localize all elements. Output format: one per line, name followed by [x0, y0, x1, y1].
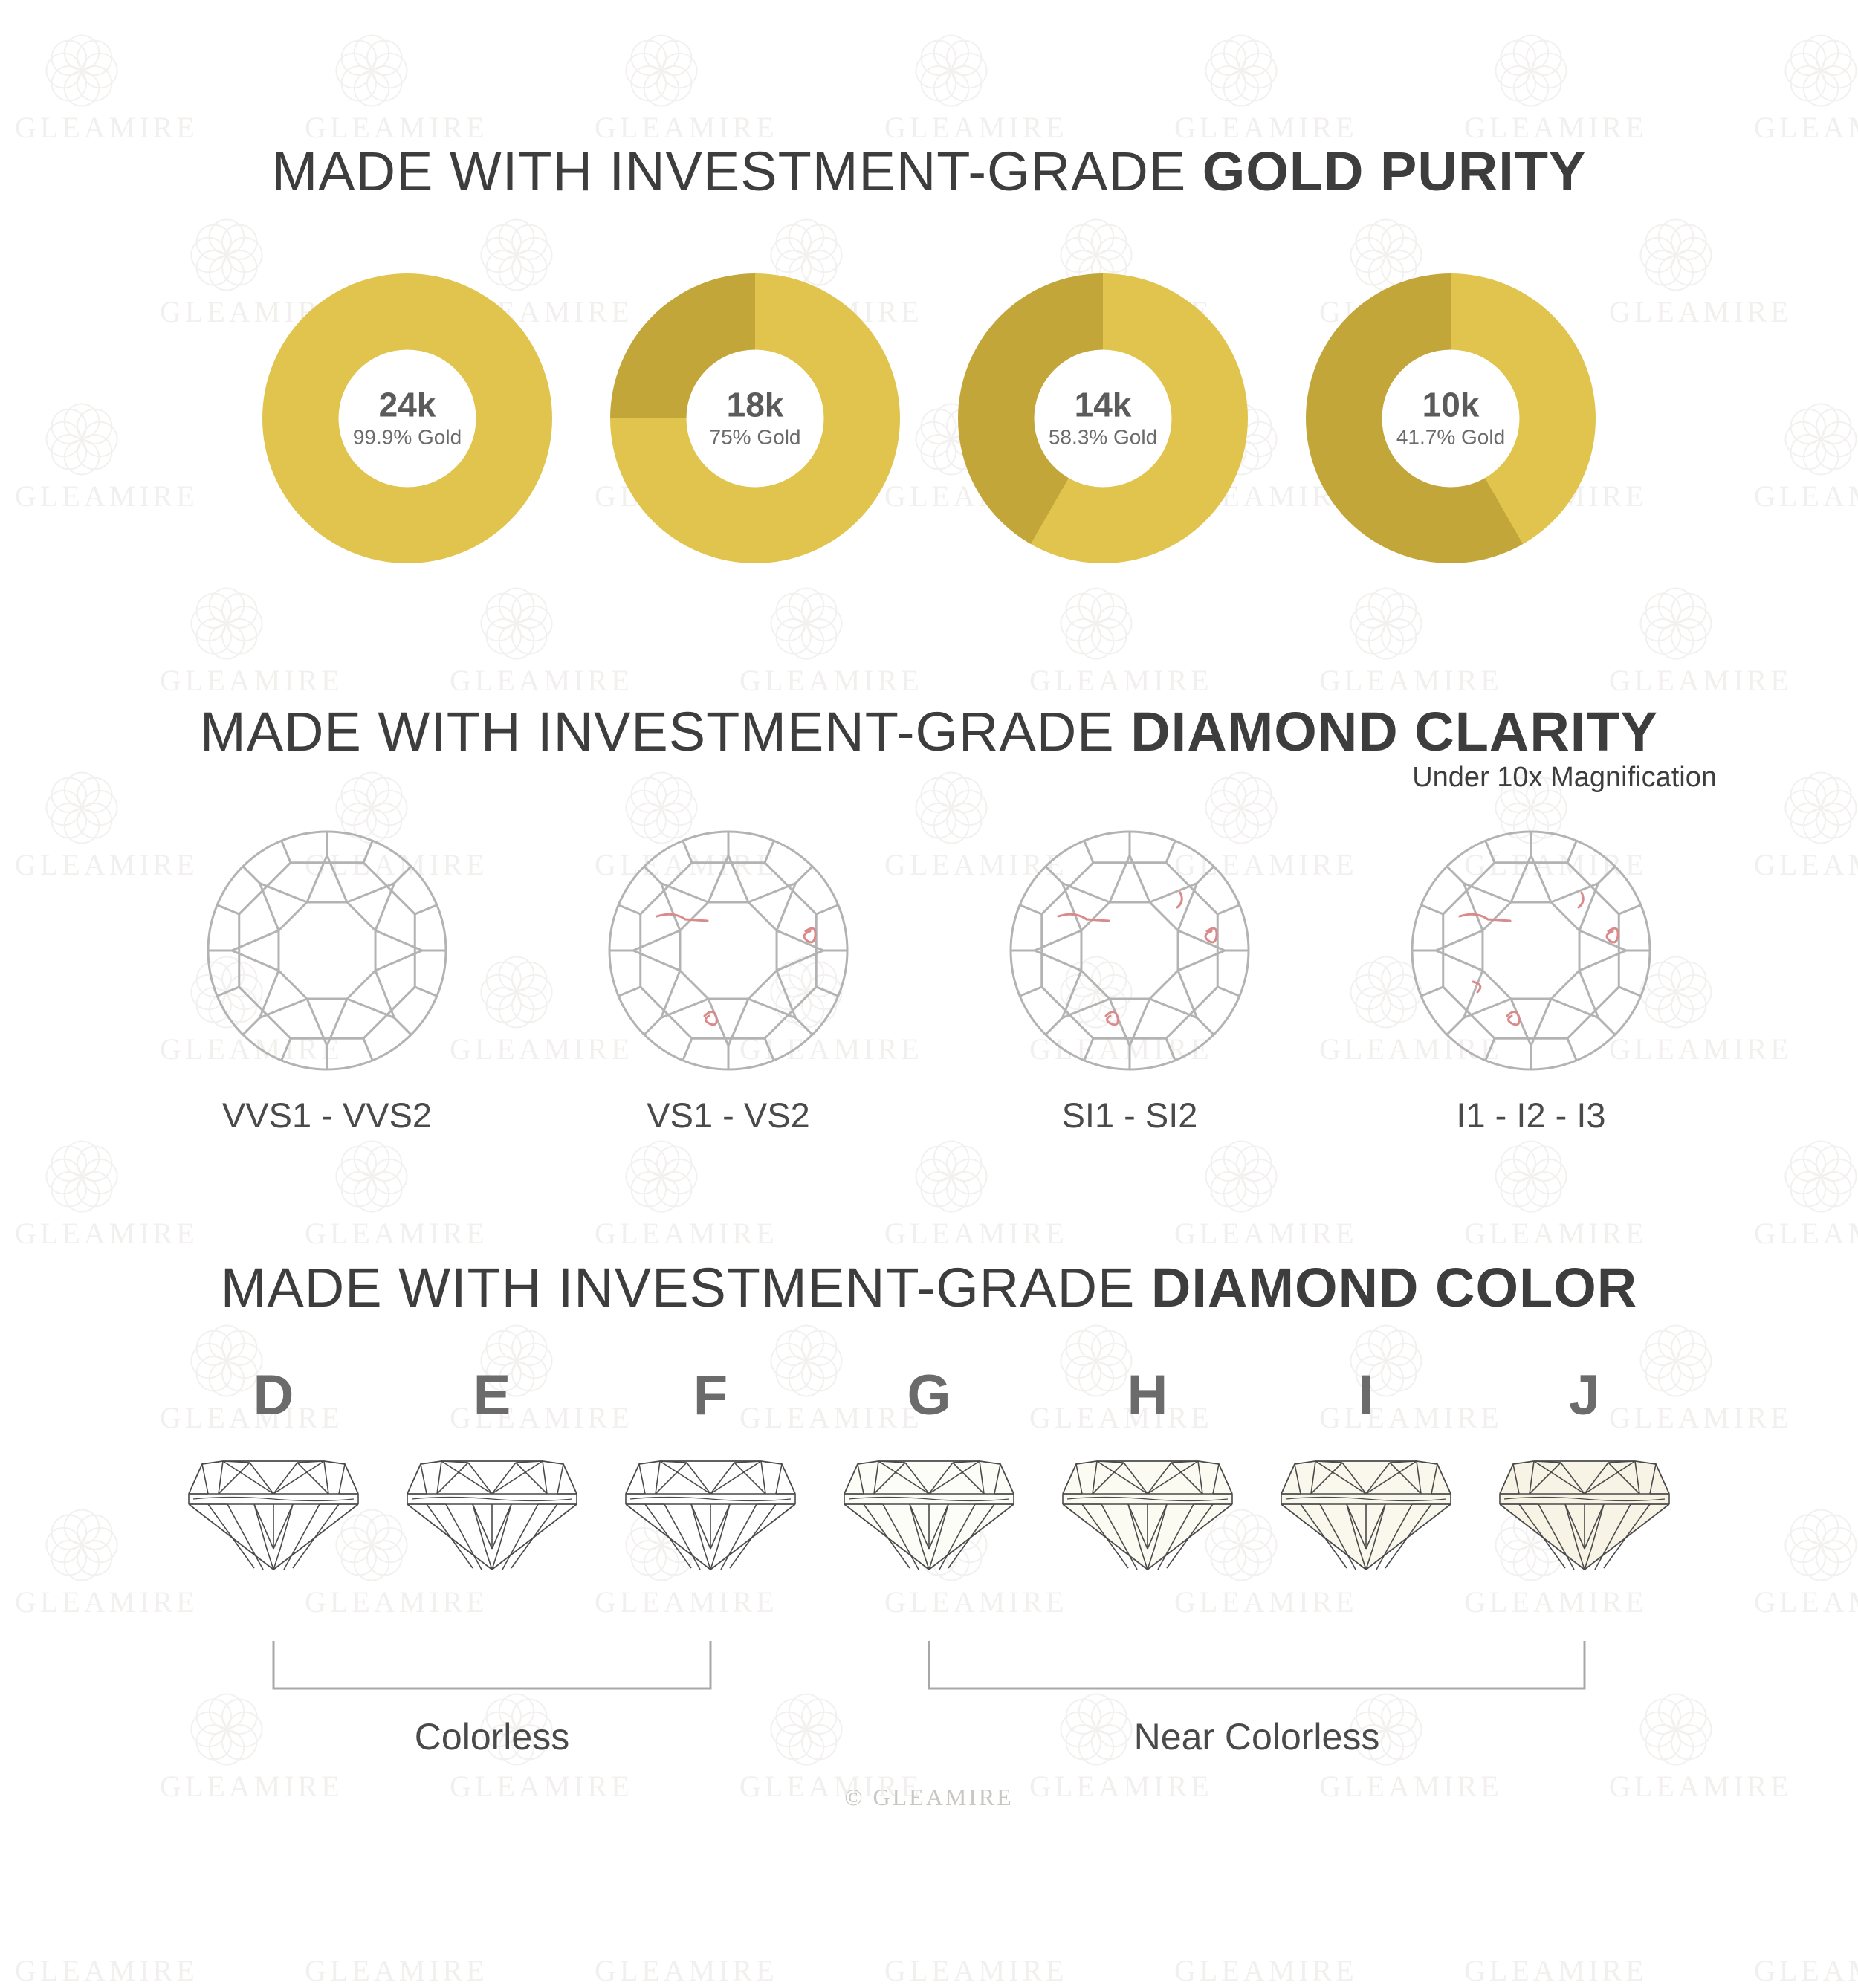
- diamond-clarity-heading: MADE WITH INVESTMENT-GRADE DIAMOND CLARI…: [0, 700, 1858, 763]
- donut-chart-14k: 14k 58.3% Gold: [958, 273, 1248, 563]
- clarity-grade-item: VS1 - VS2: [606, 829, 850, 1136]
- clarity-diamond-icon: [1411, 830, 1651, 1071]
- color-grade-letter: D: [253, 1364, 294, 1427]
- color-grade-item: J: [1483, 1367, 1686, 1573]
- color-grade-letter: J: [1568, 1364, 1601, 1427]
- bracket-label: Colorless: [414, 1716, 570, 1758]
- color-diamond-icon: [625, 1460, 796, 1571]
- magnification-note: Under 10x Magnification: [1412, 762, 1717, 793]
- clarity-grade-row: VVS1 - VVS2 VS1 - VS2 SI1 - SI2 I1 - I2 - I…: [0, 829, 1858, 1136]
- watermark-text: GLEAMIRE: [305, 1954, 488, 1987]
- color-diamond-icon: [844, 1460, 1014, 1571]
- clarity-grade-item: SI1 - SI2: [1008, 829, 1252, 1136]
- watermark-text: GLEAMIRE: [884, 1954, 1068, 1987]
- color-grade-letter: E: [473, 1364, 511, 1427]
- karat-label: 10k: [1422, 385, 1480, 424]
- clarity-diamond-icon: [608, 830, 849, 1071]
- gold-heading-bold: GOLD PURITY: [1202, 140, 1587, 202]
- clarity-grade-item: VVS1 - VVS2: [205, 829, 449, 1136]
- clarity-grade-label: VVS1 - VVS2: [221, 1095, 433, 1135]
- color-grade-letter: I: [1358, 1364, 1374, 1427]
- color-grade-item: E: [391, 1367, 593, 1573]
- gold-heading-prefix: MADE WITH INVESTMENT-GRADE: [271, 140, 1202, 202]
- clarity-grade-label: I1 - I2 - I3: [1456, 1095, 1606, 1135]
- karat-label: 18k: [726, 385, 784, 424]
- color-grade-item: F: [609, 1367, 812, 1573]
- clarity-heading-prefix: MADE WITH INVESTMENT-GRADE: [200, 701, 1131, 763]
- donut-chart-10k: 10k 41.7% Gold: [1306, 273, 1596, 563]
- donut-center-10k: 10k 41.7% Gold: [1382, 349, 1520, 488]
- watermark-text: GLEAMIRE: [595, 1954, 778, 1987]
- diamond-color-heading: MADE WITH INVESTMENT-GRADE DIAMOND COLOR: [0, 1256, 1858, 1319]
- color-diamond-icon: [188, 1460, 359, 1571]
- clarity-heading-bold: DIAMOND CLARITY: [1130, 701, 1658, 763]
- donut-center-18k: 18k 75% Gold: [686, 349, 824, 488]
- watermark-text: GLEAMIRE: [1464, 1954, 1648, 1987]
- color-diamond-icon: [1281, 1460, 1451, 1571]
- purity-label: 75% Gold: [709, 425, 801, 449]
- color-grade-item: D: [172, 1367, 375, 1573]
- color-grade-letter: G: [907, 1364, 951, 1427]
- karat-label: 14k: [1074, 385, 1132, 424]
- clarity-grade-label: VS1 - VS2: [647, 1095, 810, 1135]
- color-heading-bold: DIAMOND COLOR: [1150, 1257, 1638, 1318]
- color-grade-item: H: [1046, 1367, 1249, 1573]
- clarity-grade-label: SI1 - SI2: [1061, 1095, 1198, 1135]
- bracket-path: [272, 1641, 712, 1690]
- color-range-brackets: Colorless Near Colorless: [0, 1635, 1858, 1758]
- watermark-text: GLEAMIRE: [1754, 1954, 1858, 1987]
- color-grade-row: D E F G H I J: [0, 1367, 1858, 1573]
- bracket-lines: [272, 1641, 1586, 1690]
- purity-label: 58.3% Gold: [1048, 425, 1158, 449]
- gold-purity-heading: MADE WITH INVESTMENT-GRADE GOLD PURITY: [0, 140, 1858, 203]
- color-grade-letter: H: [1127, 1364, 1168, 1427]
- bracket-label: Near Colorless: [1133, 1716, 1380, 1758]
- color-diamond-icon: [1499, 1460, 1670, 1571]
- donut-center-24k: 24k 99.9% Gold: [338, 349, 476, 488]
- color-grade-item: I: [1265, 1367, 1467, 1573]
- color-heading-prefix: MADE WITH INVESTMENT-GRADE: [220, 1257, 1151, 1318]
- donut-center-14k: 14k 58.3% Gold: [1034, 349, 1172, 488]
- color-diamond-icon: [407, 1460, 577, 1571]
- donut-chart-18k: 18k 75% Gold: [610, 273, 900, 563]
- clarity-grade-item: I1 - I2 - I3: [1409, 829, 1653, 1136]
- watermark-text: GLEAMIRE: [1174, 1954, 1358, 1987]
- color-grade-item: G: [828, 1367, 1030, 1573]
- purity-label: 41.7% Gold: [1396, 425, 1506, 449]
- watermark-text: GLEAMIRE: [15, 1954, 198, 1987]
- clarity-diamond-icon: [207, 830, 447, 1071]
- bracket-path: [928, 1641, 1586, 1690]
- color-grade-letter: F: [693, 1364, 728, 1427]
- clarity-diamond-icon: [1009, 830, 1250, 1071]
- donut-chart-24k: 24k 99.9% Gold: [262, 273, 552, 563]
- color-diamond-icon: [1062, 1460, 1233, 1571]
- purity-label: 99.9% Gold: [352, 425, 462, 449]
- footer-copyright: © GLEAMIRE: [844, 1784, 1014, 1810]
- gold-purity-donut-row: 24k 99.9% Gold 18k 75% Gold 14k 58.3% Go…: [0, 273, 1858, 563]
- karat-label: 24k: [378, 385, 436, 424]
